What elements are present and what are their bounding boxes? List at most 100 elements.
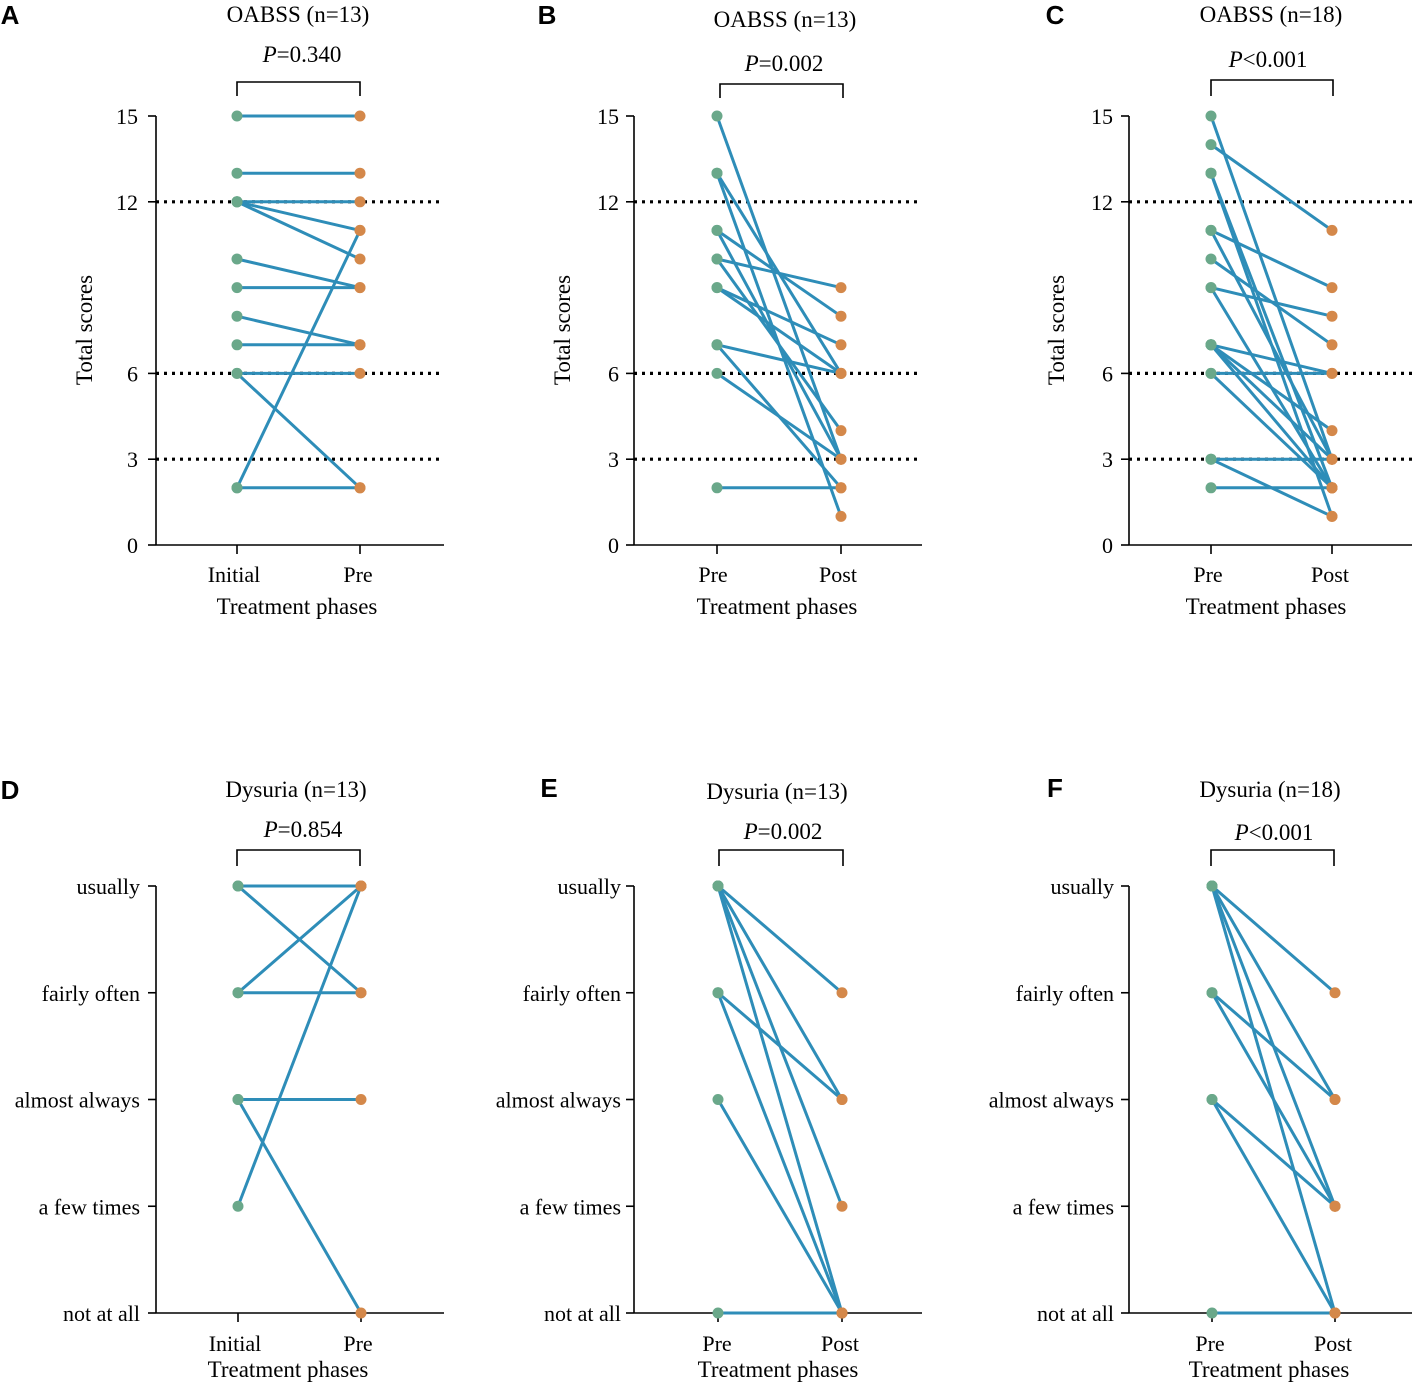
data-point-second [835,339,847,351]
y-tick-label: 0 [608,533,619,558]
panel-letter: F [1047,773,1063,803]
y-tick-label: 0 [127,533,138,558]
paired-line [716,372,842,461]
data-point-second [354,167,366,179]
y-tick-label: a few times [520,1194,621,1219]
paired-line [236,885,363,1207]
data-point-first [231,110,243,122]
p-value-number: <0.001 [1249,820,1314,845]
data-point-first [231,196,243,208]
y-tick-label: almost always [496,1088,621,1113]
x-axis-label: Treatment phases [1189,1357,1350,1382]
significance-bracket [719,83,844,98]
chart-title: Dysuria (n=13) [225,777,366,802]
p-value: P=0.340 [262,42,342,67]
paired-line [1210,343,1333,432]
p-value: P=0.002 [744,51,824,76]
data-point-second [1329,987,1341,999]
paired-line [716,885,844,1314]
data-point-first [711,167,723,179]
paired-line [1211,1098,1336,1208]
panel-letter: E [540,773,557,803]
y-tick-label: 3 [127,447,138,472]
data-point-first [1205,167,1217,179]
x-tick-label: Pre [343,1331,372,1356]
p-value: P<0.001 [1234,820,1314,845]
data-point-first [712,1307,724,1319]
paired-line [236,257,361,290]
data-point-first [711,339,723,351]
panel-c: C OABSS (n=18) P<0.001 0 3 6 12 15 Pre Post Treatm… [1044,0,1412,619]
data-point-first [231,253,243,265]
paired-line [1209,372,1334,489]
paired-line [716,992,844,1314]
paired-line [716,885,844,1101]
p-value: P<0.001 [1228,47,1308,72]
paired-line [1210,229,1333,289]
data-point-second [1326,510,1338,522]
data-point-second [1326,367,1338,379]
data-point-second [354,367,366,379]
data-point-first [711,482,723,494]
chart-title: OABSS (n=13) [227,2,370,27]
data-point-second [354,110,366,122]
y-tick-label: a few times [39,1194,140,1219]
chart-title: OABSS (n=18) [1200,2,1343,27]
paired-line [1209,343,1334,461]
data-point-second [354,224,366,236]
data-point-first [711,110,723,122]
panel-a: A OABSS (n=13) P=0.340 0 3 6 12 15 Initial Pre Tre… [1,0,444,619]
data-point-second [1326,282,1338,294]
panel-b: B OABSS (n=13) P=0.002 0 3 6 12 15 Pre Post Treatm… [538,0,922,619]
data-point-second [1326,482,1338,494]
y-tick-label: usually [76,874,140,899]
data-point-second [836,1307,848,1319]
data-point-second [354,196,366,208]
paired-line [237,884,362,994]
paired-line [235,229,362,489]
data-point-first [712,987,724,999]
x-axis-label: Treatment phases [698,1357,859,1382]
y-tick-label: 15 [597,104,619,129]
paired-line [1210,343,1333,375]
p-value-symbol: P [1234,820,1249,845]
paired-line [717,991,843,1101]
data-point-second [1326,224,1338,236]
paired-line [1210,286,1333,318]
data-point-second [354,339,366,351]
data-point-second [355,987,367,999]
y-tick-label: fairly often [1016,981,1114,1006]
data-point-first [1205,224,1217,236]
data-point-first [231,167,243,179]
data-point-first [1205,453,1217,465]
data-point-first [1205,482,1217,494]
paired-line [235,372,362,489]
x-axis-label: Treatment phases [208,1357,369,1382]
x-tick-label: Pre [343,562,372,587]
data-point-second [354,253,366,265]
data-point-second [836,1094,848,1105]
data-point-second [1326,453,1338,465]
y-tick-label: fairly often [42,981,140,1006]
x-tick-label: Post [1311,562,1349,587]
paired-line [1211,884,1336,994]
panel-f: F Dysuria (n=18) P<0.001 not at all a few ti… [989,773,1412,1382]
data-point-first [232,987,244,999]
p-value-symbol: P [262,42,277,67]
data-point-first [712,1094,724,1105]
panel-d: D Dysuria (n=13) P=0.854 not at all a few ti… [1,775,444,1382]
chart-title: Dysuria (n=18) [1199,777,1340,802]
paired-line [1211,991,1336,1101]
y-tick-label: not at all [63,1301,140,1326]
data-point-first [232,1094,244,1105]
data-point-second [1329,1307,1341,1319]
data-point-second [835,425,847,437]
data-point-second [836,987,848,999]
data-point-first [711,253,723,265]
data-point-first [1205,282,1217,294]
panel-e: E Dysuria (n=13) P=0.002 not at all a few ti… [496,773,922,1382]
data-point-first [232,1200,244,1212]
significance-bracket [236,849,361,866]
data-point-first [1206,1307,1218,1319]
